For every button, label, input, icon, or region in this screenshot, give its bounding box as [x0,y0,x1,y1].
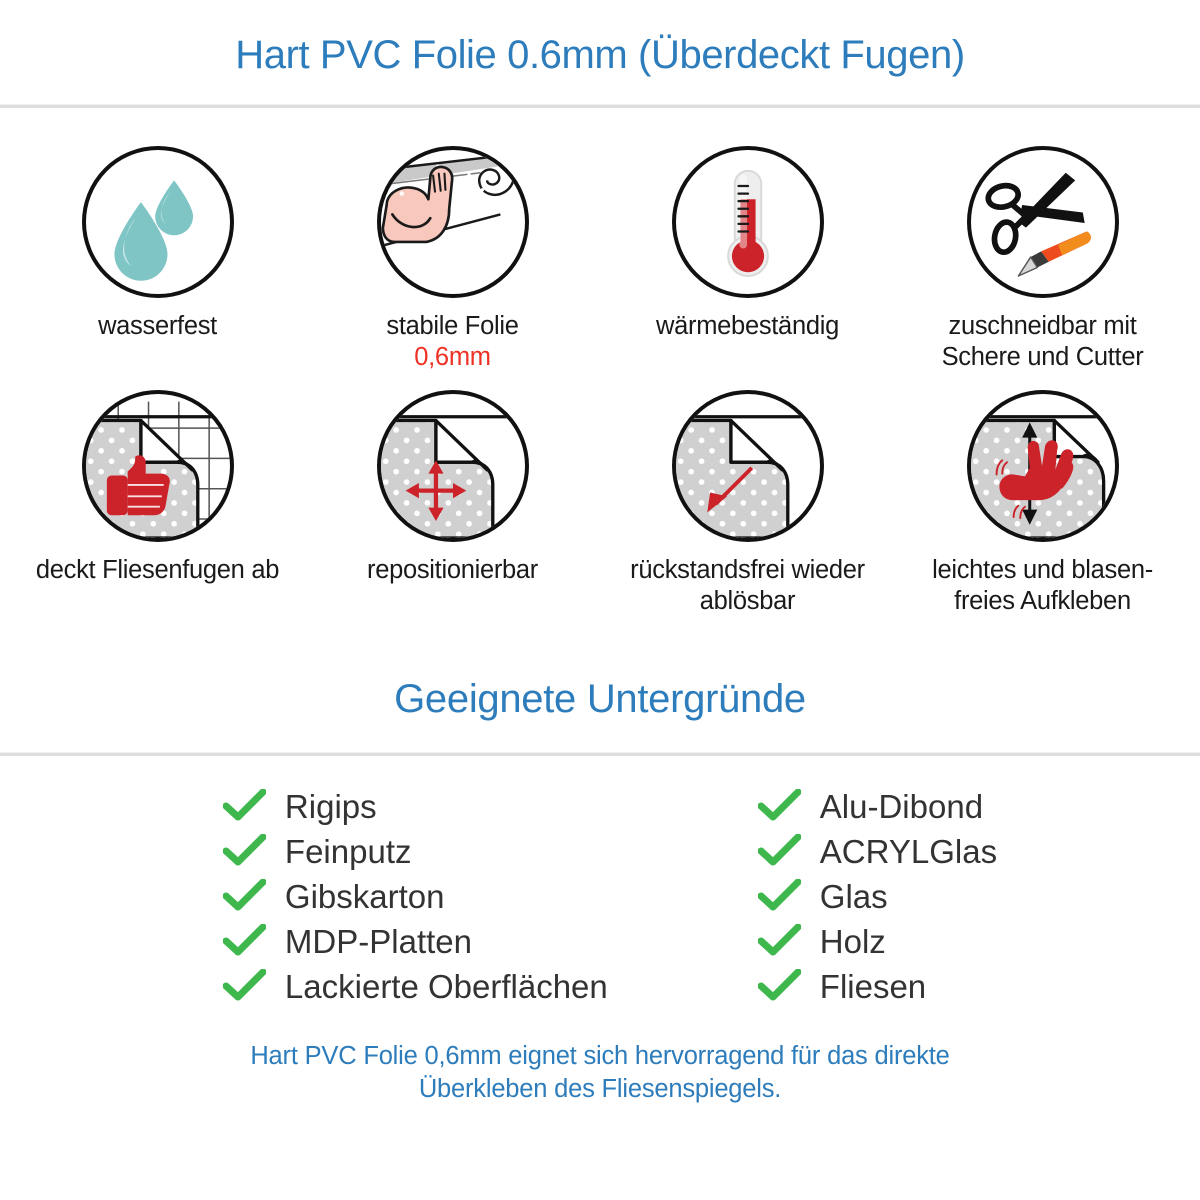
list-item-label: ACRYLGlas [819,832,998,870]
four-way-arrow-film-icon [376,390,529,543]
section-divider [0,751,1200,756]
check-icon [757,879,801,913]
smoothing-hand-film-icon [966,390,1119,543]
check-icon [222,879,266,913]
feature-aufkleben: leichtes und blasen- freies Aufkleben [895,373,1190,616]
feature-label: zuschneidbar mit Schere und Cutter [908,311,1178,372]
list-item: Holz [757,919,997,964]
footer-note: Hart PVC Folie 0,6mm eignet sich hervorr… [0,1040,1200,1107]
feature-stabile-folie: stabile Folie 0,6mm [305,108,600,373]
feature-label-text: leichtes und blasen- freies Aufkleben [932,556,1153,616]
feature-label-text: wärmebeständig [656,312,839,340]
feature-waermebestaendig: wärmebeständig [600,108,895,373]
feature-label-text: stabile Folie [386,312,519,340]
check-icon [757,834,801,868]
list-item: Lackierte Oberflächen [222,964,608,1009]
feature-label-text: deckt Fliesenfugen ab [35,556,280,585]
feature-wasserfest: wasserfest [10,108,305,373]
list-item-label: Feinputz [284,832,412,870]
feature-label: leichtes und blasen- freies Aufkleben [908,555,1178,616]
footer-line-1: Hart PVC Folie 0,6mm eignet sich hervorr… [250,1041,950,1070]
feature-label: rückstandsfrei wieder ablösbar [613,555,883,616]
check-icon [757,969,801,1003]
suitable-surfaces-lists: Rigips Feinputz Gibskarton MDP-Platten L… [0,784,1200,1009]
feature-repositionierbar: repositionierbar [305,373,600,616]
list-item-label: Rigips [284,787,377,825]
feature-label-text: zuschneidbar mit Schere und Cutter [941,312,1144,371]
checklist-column-left: Rigips Feinputz Gibskarton MDP-Platten L… [222,784,608,1009]
check-icon [757,789,801,823]
scissors-cutter-icon [966,146,1119,298]
list-item-label: Lackierte Oberflächen [284,967,608,1005]
feature-label: repositionierbar [367,555,538,586]
feature-label: stabile Folie 0,6mm [386,311,518,373]
check-icon [222,789,266,823]
list-item: Fliesen [757,964,997,1009]
list-item: ACRYLGlas [757,829,998,874]
check-icon [222,969,266,1003]
list-item-label: Fliesen [819,967,927,1005]
feature-label-text: rückstandsfrei wieder ablösbar [630,556,865,616]
list-item: Gibskarton [222,874,608,919]
list-item: Alu-Dibond [757,784,997,829]
check-icon [222,834,266,868]
section-title: Geeignete Untergründe [394,676,806,721]
feature-label-sub: 0,6mm [414,342,491,371]
list-item-label: Holz [819,922,886,960]
feature-label: deckt Fliesenfugen ab [35,555,280,586]
list-item: Rigips [222,784,608,829]
list-item: Feinputz [222,829,608,874]
list-item-label: MDP-Platten [284,922,472,960]
list-item-label: Glas [819,877,888,915]
water-drops-icon [81,146,234,298]
feature-label: wasserfest [98,311,217,342]
list-item-label: Alu-Dibond [819,787,984,825]
header-divider [0,104,1200,108]
check-icon [757,924,801,958]
feature-label: wärmebeständig [656,311,839,342]
features-grid: wasserfest [0,108,1200,617]
page-title: Hart PVC Folie 0.6mm (Überdeckt Fugen) [235,33,965,77]
list-item: Glas [757,874,997,919]
feature-rueckstandsfrei: rückstandsfrei wieder ablösbar [600,373,895,616]
footer-line-2: Überkleben des Fliesenspiegels. [418,1075,782,1104]
flexed-bicep-film-icon [376,146,529,298]
check-icon [222,924,266,958]
feature-label-text: wasserfest [98,312,217,340]
feature-label-text: repositionierbar [367,556,538,585]
thermometer-icon [671,146,824,298]
list-item: MDP-Platten [222,919,608,964]
feature-zuschneidbar: zuschneidbar mit Schere und Cutter [895,108,1190,373]
checklist-column-right: Alu-Dibond ACRYLGlas Glas Holz Fliesen [757,784,998,1009]
peel-arrow-film-icon [671,390,824,543]
list-item-label: Gibskarton [284,877,445,915]
feature-fliesenfugen: deckt Fliesenfugen ab [10,373,305,616]
thumbs-up-tile-film-icon [81,390,234,543]
